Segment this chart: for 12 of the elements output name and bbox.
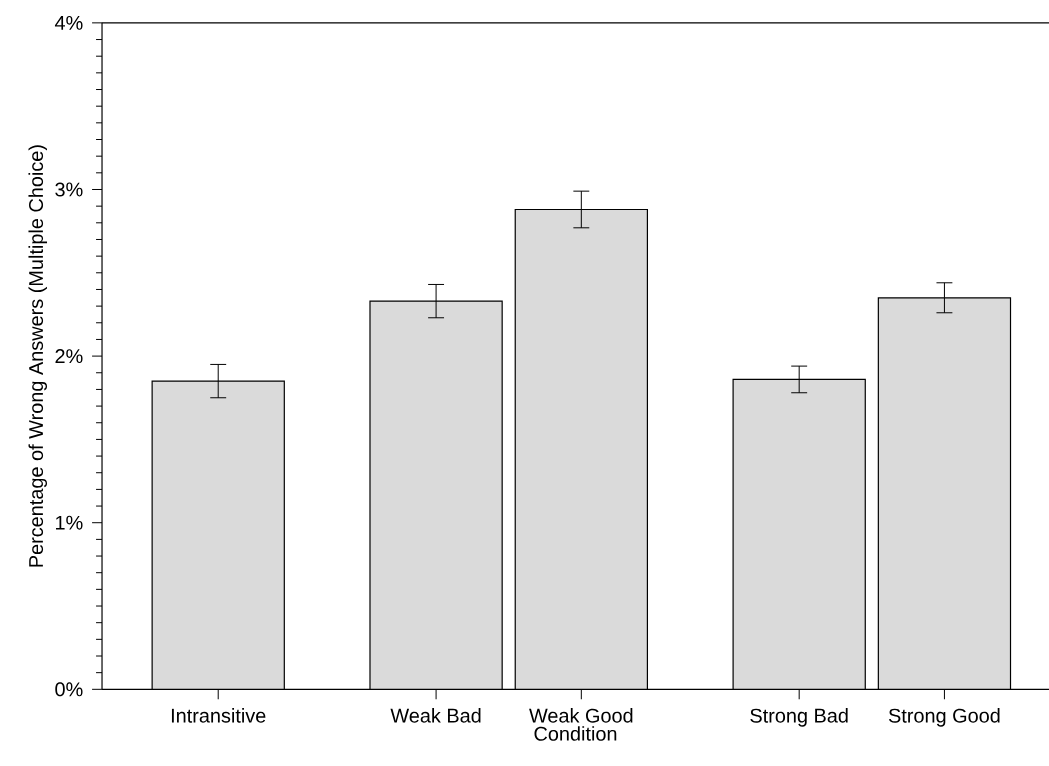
- x-tick-label: Strong Bad: [750, 708, 848, 727]
- x-tick-label: Strong Good: [888, 708, 1000, 727]
- y-axis-title: Percentage of Wrong Answers (Multiple Choice): [28, 145, 48, 567]
- x-tick-label: Weak Bad: [390, 708, 481, 723]
- x-tick-label: Intransitive: [171, 708, 266, 723]
- x-axis-title: Condition: [534, 726, 617, 741]
- y-tick-label: 1%: [56, 515, 83, 530]
- y-tick-label: 4%: [54, 15, 83, 30]
- x-tick-label: Weak Good: [529, 708, 633, 723]
- y-tick-label: 2%: [55, 349, 83, 364]
- y-tick-label: 0%: [55, 682, 83, 697]
- y-tick-label: 3%: [55, 182, 83, 197]
